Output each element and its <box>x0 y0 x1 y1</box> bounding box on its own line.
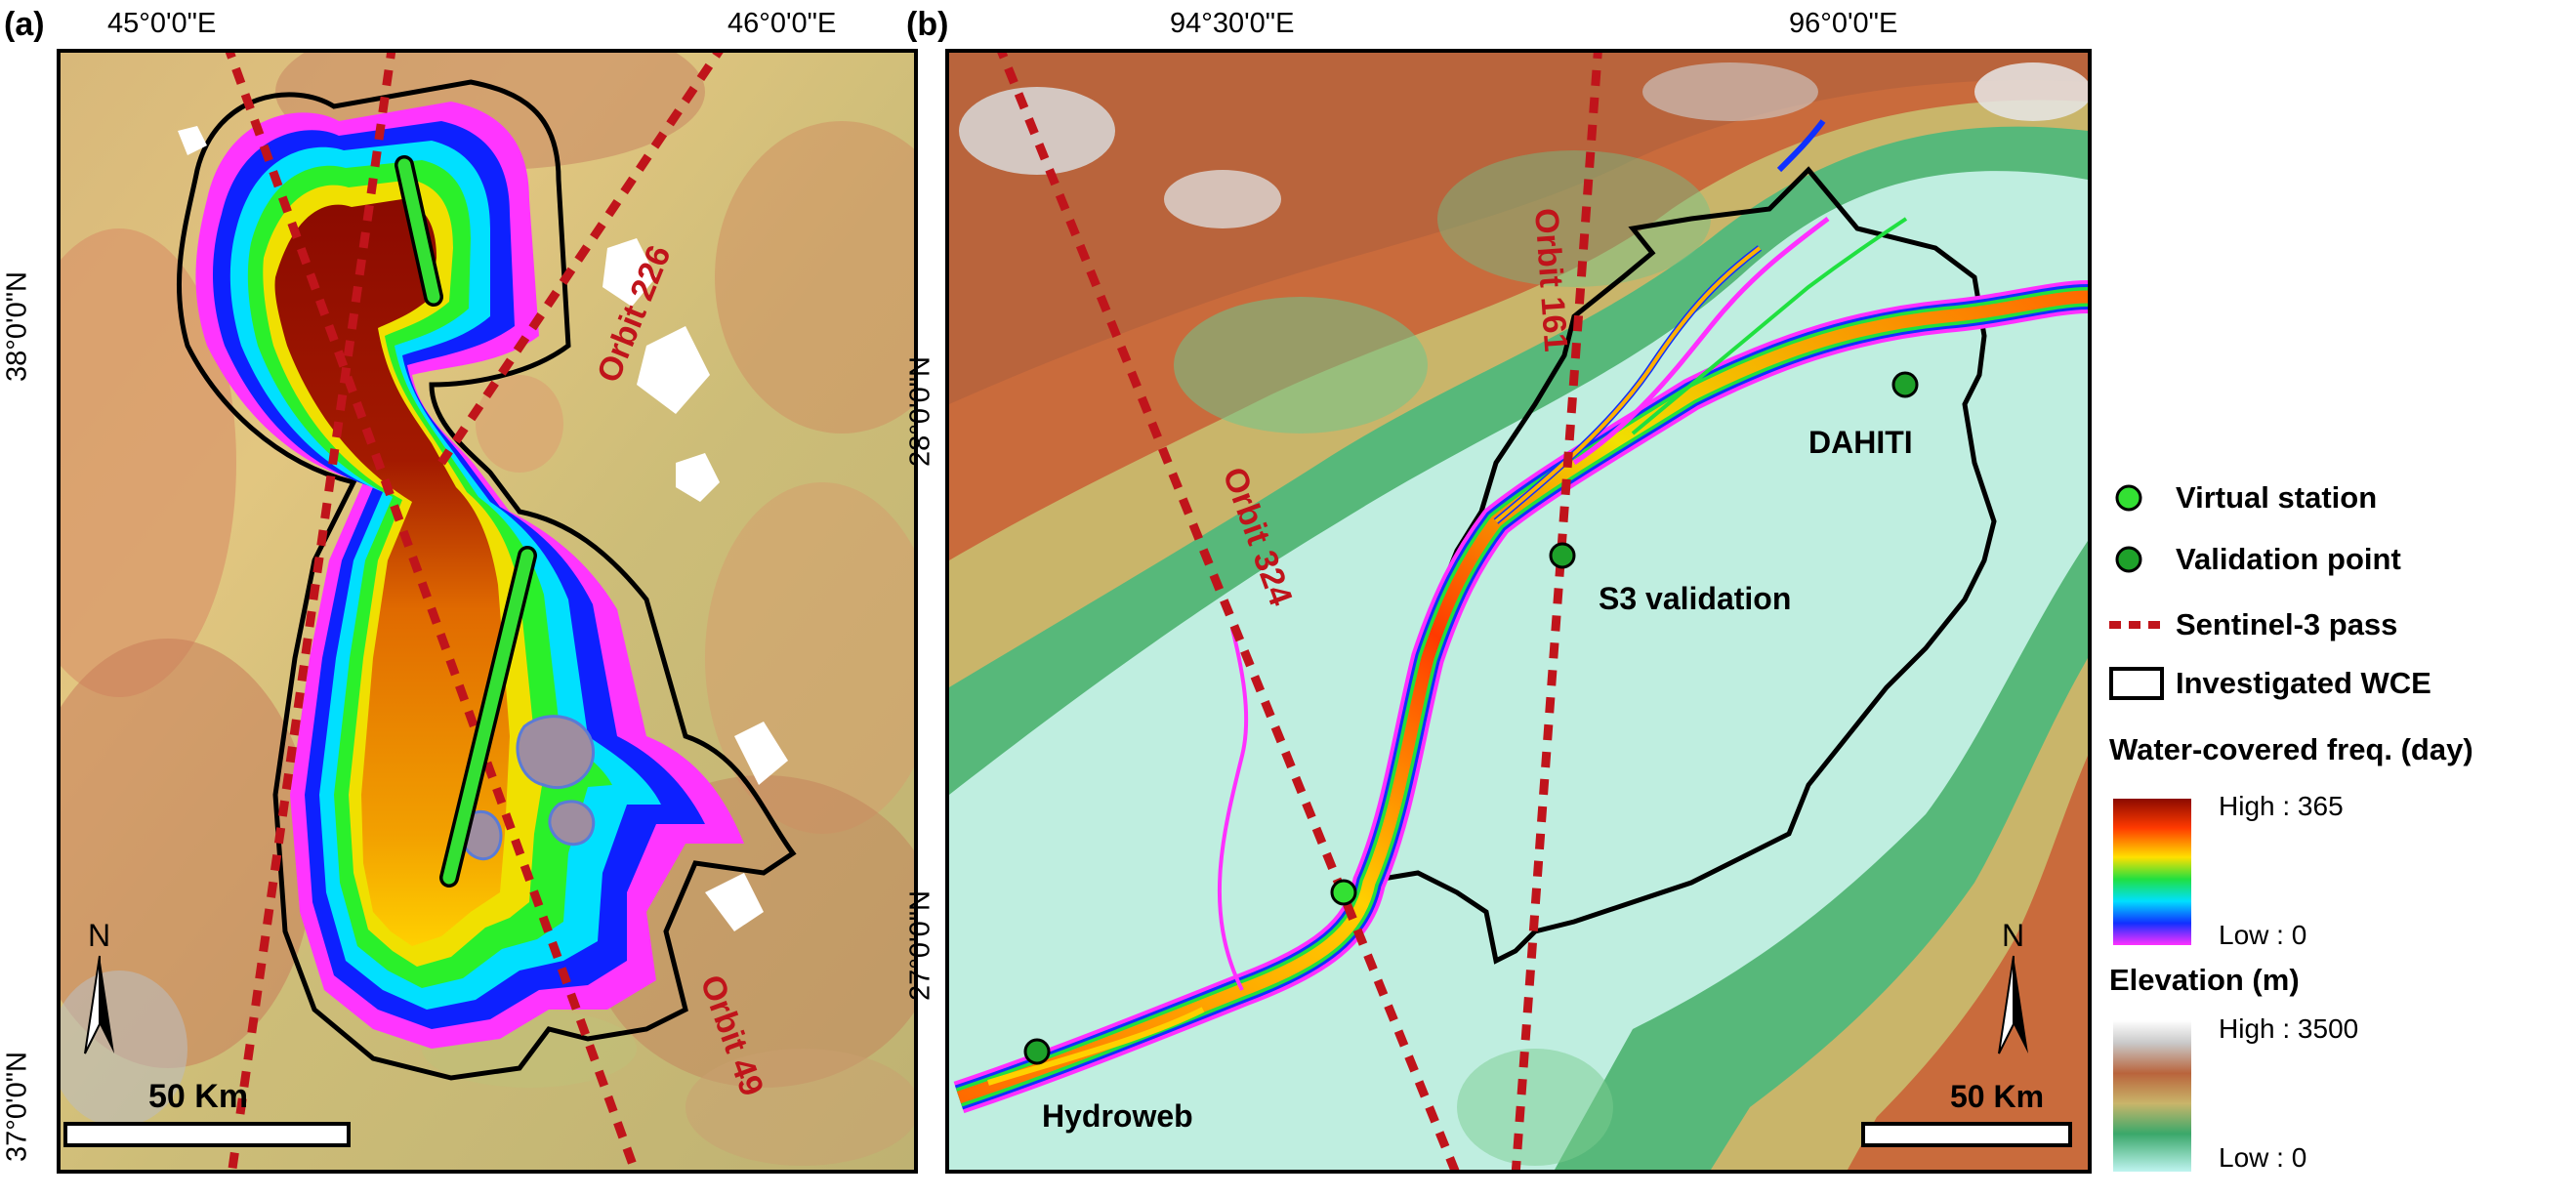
orbit-226-track <box>437 53 724 466</box>
brahmaputra-river <box>953 119 2088 1114</box>
panel-b-lat-tick-1: 28°0'0"N <box>904 356 936 467</box>
panel-b-lon-tick-2: 96°0'0"E <box>1789 8 1898 39</box>
north-label-b: N <box>2002 918 2024 953</box>
legend-water-high: High : 365 <box>2219 791 2344 821</box>
virtual-station-point <box>1330 879 1357 906</box>
station-label-s3: S3 validation <box>1599 581 1791 616</box>
legend-water-ramp <box>2113 799 2191 945</box>
legend-validation-point-icon <box>2115 546 2142 573</box>
scale-bar-a <box>63 1122 351 1147</box>
map-b-svg: Orbit 161 Orbit 324 DAHITI S3 validation… <box>949 53 2088 1170</box>
legend: Virtual station Validation point Sentine… <box>2109 459 2568 1181</box>
panel-b-label: (b) <box>906 6 949 43</box>
validation-point-dahiti <box>1891 371 1919 398</box>
virtual-station-segment-2 <box>442 549 534 885</box>
legend-wce-label: Investigated WCE <box>2176 666 2431 700</box>
scale-label-b: 50 Km <box>1950 1079 2044 1114</box>
panel-b-lon-tick-1: 94°30'0"E <box>1170 8 1295 39</box>
scale-bar-b <box>1861 1122 2072 1147</box>
legend-elevation-title: Elevation (m) <box>2109 963 2300 997</box>
panel-a-label: (a) <box>4 6 45 43</box>
map-a-svg: Orbit 226 Orbit 49 N 50 Km <box>61 53 914 1170</box>
terrain-himalaya <box>949 53 2088 795</box>
panel-a-lat-tick-2: 37°0'0"N <box>1 1052 33 1162</box>
map-panel-b: Orbit 161 Orbit 324 DAHITI S3 validation… <box>945 49 2092 1174</box>
wce-outline-b <box>1355 166 1997 965</box>
scale-label-a: 50 Km <box>148 1078 248 1115</box>
panel-a-lon-tick-1: 45°0'0"E <box>107 8 217 39</box>
terrain-south <box>1457 541 2088 1170</box>
legend-validation-point-label: Validation point <box>2176 542 2401 576</box>
salt-patches-a <box>178 126 788 931</box>
legend-elevation-low: Low : 0 <box>2219 1142 2307 1173</box>
legend-elevation-ramp <box>2113 1020 2191 1172</box>
station-label-dahiti: DAHITI <box>1808 425 1913 460</box>
legend-water-low: Low : 0 <box>2219 920 2307 950</box>
orbit-49-track <box>225 53 640 1170</box>
legend-svg <box>2109 484 2191 1172</box>
legend-wce-icon <box>2109 667 2164 700</box>
map-panel-a: Orbit 226 Orbit 49 N 50 Km <box>57 49 918 1174</box>
legend-elevation-high: High : 3500 <box>2219 1013 2359 1044</box>
legend-sentinel-pass-label: Sentinel-3 pass <box>2176 607 2398 641</box>
north-label-a: N <box>88 918 110 953</box>
legend-water-title: Water-covered freq. (day) <box>2109 732 2473 766</box>
north-arrow-b: N <box>1998 918 2028 1054</box>
north-arrow-a: N <box>84 918 114 1054</box>
legend-virtual-station-label: Virtual station <box>2176 480 2378 515</box>
station-label-hydroweb: Hydroweb <box>1042 1098 1193 1134</box>
validation-point-s3 <box>1549 542 1576 569</box>
orbit-324-track <box>997 53 1460 1170</box>
panel-a-lat-tick-1: 38°0'0"N <box>1 271 33 382</box>
panel-b-lat-tick-2: 27°0'0"N <box>904 890 936 1001</box>
validation-point-hydroweb <box>1023 1038 1051 1065</box>
panel-a-lon-tick-2: 46°0'0"E <box>727 8 837 39</box>
virtual-station-segment-1 <box>397 158 440 304</box>
legend-virtual-station-icon <box>2115 484 2142 512</box>
